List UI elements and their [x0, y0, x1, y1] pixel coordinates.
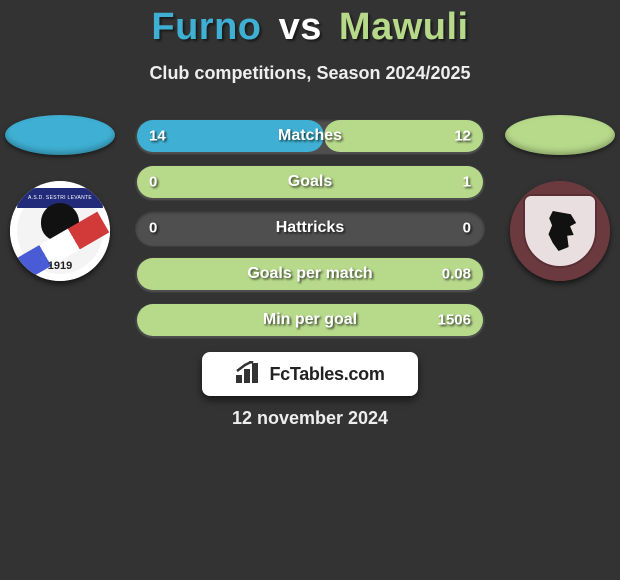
- comparison-widget: Furno vs Mawuli Club competitions, Seaso…: [0, 0, 620, 580]
- stat-pill: 0 0 Hattricks: [135, 210, 485, 246]
- date-text: 12 november 2024: [0, 408, 620, 429]
- bar-chart-icon: [235, 361, 263, 387]
- brand-link[interactable]: FcTables.com: [202, 352, 418, 396]
- player2-column: [500, 115, 620, 281]
- stat-label: Matches: [278, 127, 342, 145]
- stat-label: Goals: [288, 173, 332, 191]
- player2-club-badge: [510, 181, 610, 281]
- stat-value-left: 14: [149, 128, 166, 145]
- stats-bars: 14 12 Matches 0 1 Goals 0 0 Hattricks 0.08 Goals p…: [135, 118, 485, 348]
- player1-plate: [5, 115, 115, 155]
- brand-text: FcTables.com: [269, 364, 384, 385]
- player2-name: Mawuli: [339, 6, 469, 48]
- stat-value-left: 0: [149, 220, 157, 237]
- stat-value-right: 1506: [438, 312, 471, 329]
- badge-shield: [523, 194, 597, 268]
- stat-pill: 0 1 Goals: [135, 164, 485, 200]
- stat-label: Min per goal: [263, 311, 357, 329]
- stat-pill: 14 12 Matches: [135, 118, 485, 154]
- badge-year: 1919: [10, 260, 110, 272]
- player1-column: A.S.D. SESTRI LEVANTE 1919: [0, 115, 120, 281]
- badge-horse-icon: [542, 211, 578, 251]
- stat-value-right: 12: [454, 128, 471, 145]
- title-row: Furno vs Mawuli: [0, 0, 620, 49]
- stat-value-right: 1: [463, 174, 471, 191]
- player2-plate: [505, 115, 615, 155]
- subtitle: Club competitions, Season 2024/2025: [0, 63, 620, 84]
- versus-text: vs: [279, 6, 322, 48]
- stat-value-left: 0: [149, 174, 157, 191]
- stat-label: Hattricks: [276, 219, 344, 237]
- stat-pill: 0.08 Goals per match: [135, 256, 485, 292]
- stat-value-right: 0.08: [442, 266, 471, 283]
- player1-club-badge: A.S.D. SESTRI LEVANTE 1919: [10, 181, 110, 281]
- stat-value-right: 0: [463, 220, 471, 237]
- stat-label: Goals per match: [247, 265, 372, 283]
- player1-name: Furno: [151, 6, 261, 48]
- stat-pill: 1506 Min per goal: [135, 302, 485, 338]
